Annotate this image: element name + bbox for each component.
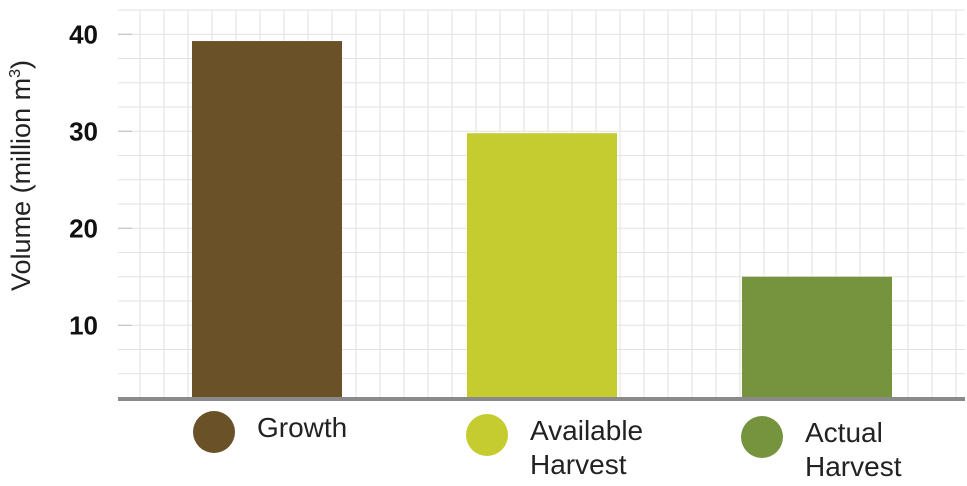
y-tick-labels: 10 20 30 40 [69,19,132,340]
legend-label-line: Harvest [530,449,627,480]
legend-label-line: Actual [805,417,883,448]
bar-actual-harvest [742,276,892,399]
legend-label: Growth [257,411,417,445]
y-tick-label: 10 [69,310,98,340]
legend-label-line: Growth [257,412,348,443]
legend-swatch [193,411,235,453]
bars [192,41,892,400]
legend-swatch [741,416,783,458]
y-tick-label: 40 [69,19,98,49]
legend-label-line: Available [530,415,644,446]
bar-growth [192,41,342,400]
legend-item-actual-harvest: Actual Harvest [741,416,965,484]
y-axis-label: Volume (million m3) [5,59,36,291]
legend-item-available-harvest: Available Harvest [466,414,690,482]
legend-swatch [466,414,508,456]
legend-label-line: Harvest [805,451,902,482]
legend-label: Available Harvest [530,414,690,482]
legend-label: Actual Harvest [805,416,965,484]
bar-available-harvest [467,133,617,399]
y-tick-label: 30 [69,116,98,146]
y-tick-label: 20 [69,213,98,243]
legend-item-growth: Growth [193,411,417,453]
